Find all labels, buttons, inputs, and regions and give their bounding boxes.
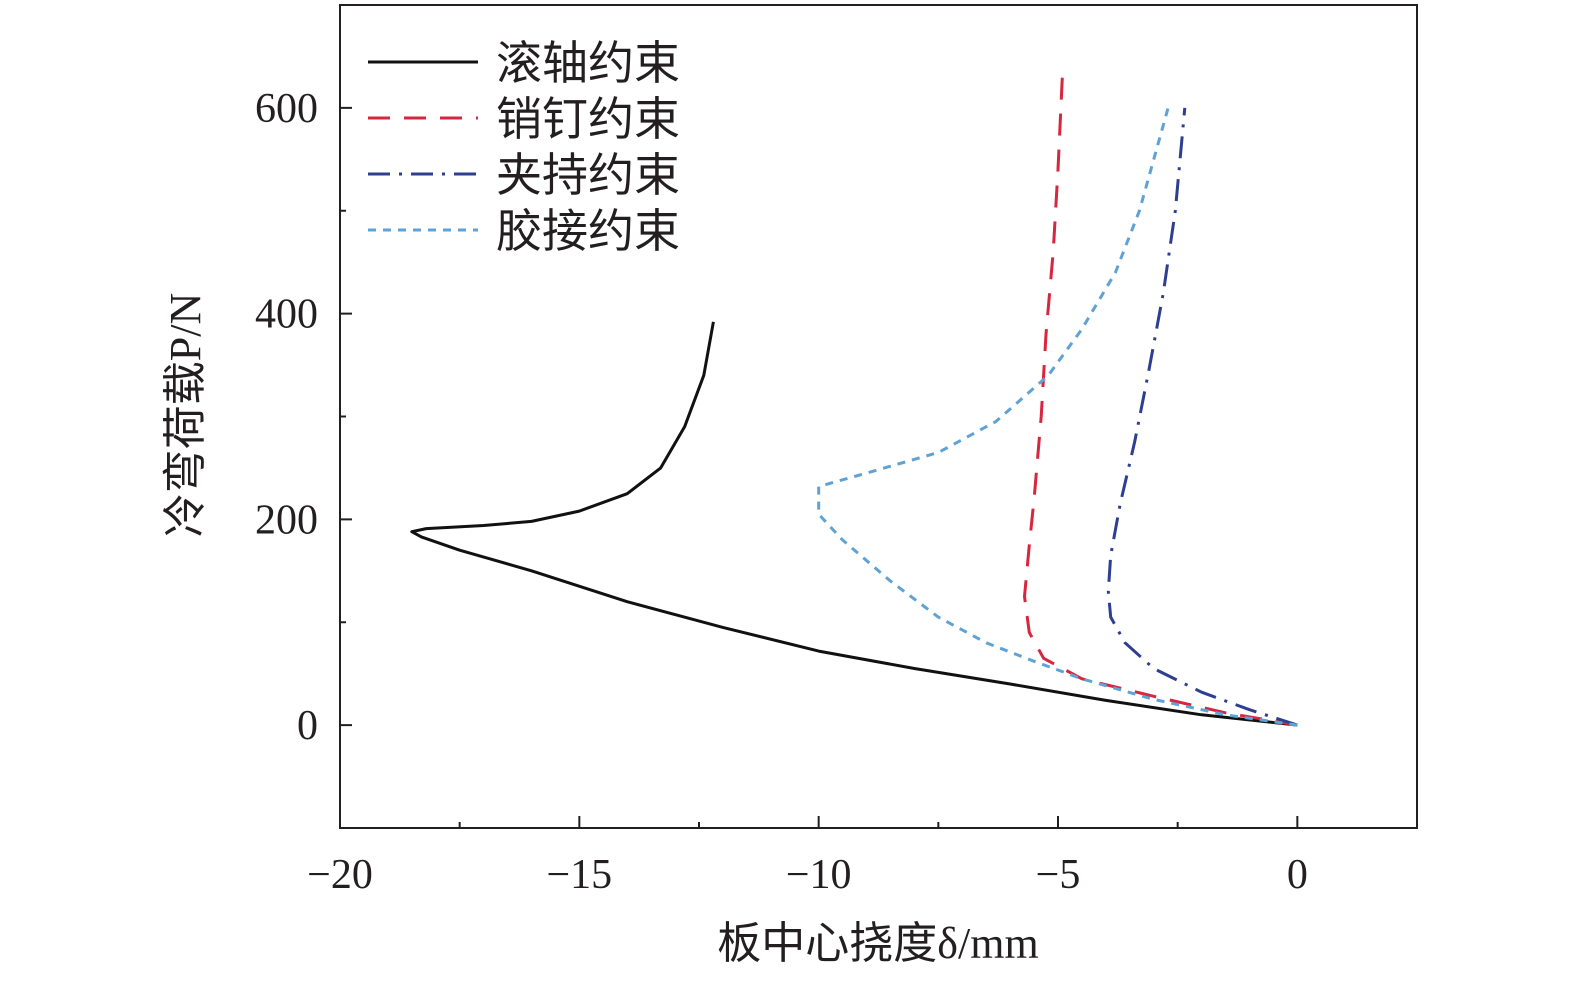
x-tick-label: −15 [546,852,612,898]
legend-label-2: 销钉约束 [496,94,680,145]
y-tick-label: 400 [255,292,318,338]
series-layer [410,66,1298,727]
x-tick-label: −10 [786,852,852,898]
x-tick-label: −20 [307,852,373,898]
x-tick-label: 0 [1287,852,1308,898]
series-line-1 [410,321,1298,727]
x-tick-label: −5 [1036,852,1081,898]
y-tick-label: 600 [255,86,318,132]
y-tick-label: 0 [297,703,318,749]
y-tick-label: 200 [255,497,318,543]
series-line-3 [1106,107,1298,727]
axis-layer: −20 −15 −10 −5 0 0 200 400 600 [255,86,1308,898]
series-line-4 [817,107,1298,727]
legend-label-4: 胶接约束 [496,206,680,257]
series-line-2 [1023,66,1298,727]
x-axis-label: 板中心挠度δ/mm [717,919,1038,968]
legend-label-1: 滚轴约束 [496,38,680,89]
legend-label-3: 夹持约束 [496,150,680,201]
y-axis-label: 冷弯荷载P/N [161,293,210,537]
